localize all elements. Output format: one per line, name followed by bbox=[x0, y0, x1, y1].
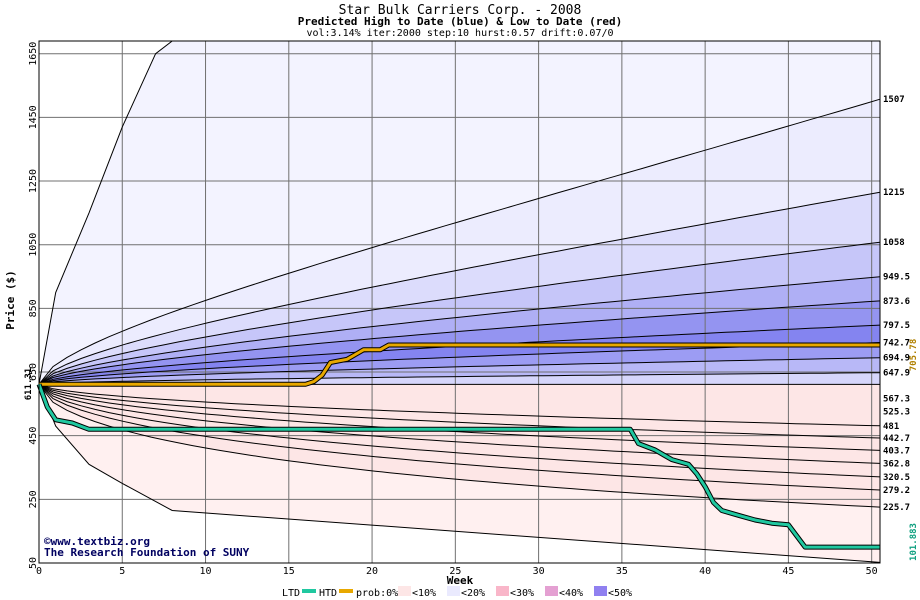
lower-band-line-7 bbox=[38, 383, 881, 478]
upper-band-line-3 bbox=[38, 241, 881, 385]
legend-ltd-label: LTD bbox=[282, 588, 300, 599]
x-tick-label: 45 bbox=[782, 566, 794, 577]
y-tick-labels: 50 250 450 650 850 1050 1250 1450 1650 bbox=[28, 42, 39, 569]
legend-prob-label: prob:0% bbox=[356, 588, 398, 599]
legend-range-4: <40% bbox=[559, 588, 583, 599]
legend-range-1: <10% bbox=[412, 588, 436, 599]
upper-band-line-8 bbox=[38, 357, 881, 385]
chart-title: Star Bulk Carriers Corp. - 2008 bbox=[339, 3, 582, 18]
plot-border bbox=[38, 40, 881, 564]
lower-band-line-3 bbox=[38, 383, 881, 427]
start-price-label: 611.31 bbox=[24, 368, 34, 401]
y-tick-label: 850 bbox=[28, 299, 39, 317]
upper-band-label-1: 1507 bbox=[883, 95, 905, 105]
x-tick-label: 35 bbox=[616, 566, 628, 577]
lower-band-label-7: 320.5 bbox=[883, 473, 910, 483]
x-axis-title: Week bbox=[447, 574, 474, 587]
chart-params: vol:3.14% iter:2000 step:10 hurst:0.57 d… bbox=[306, 28, 613, 39]
upper-band-line-4 bbox=[38, 276, 881, 385]
legend-range-swatch-2 bbox=[447, 586, 460, 596]
x-tick-label: 0 bbox=[36, 566, 42, 577]
series-lines bbox=[36, 342, 880, 550]
legend-range-swatch-1 bbox=[398, 586, 411, 596]
chart-subtitle: Predicted High to Date (blue) & Low to D… bbox=[298, 15, 623, 28]
y-tick-label: 1050 bbox=[28, 233, 39, 257]
legend-range-swatch-5 bbox=[594, 586, 607, 596]
x-tick-label: 50 bbox=[866, 566, 878, 577]
x-tick-label: 30 bbox=[533, 566, 545, 577]
y-tick-label: 1250 bbox=[28, 169, 39, 193]
legend-range-2: <20% bbox=[461, 588, 485, 599]
upper-band-fill-9 bbox=[39, 372, 880, 385]
y-tick-label: 1450 bbox=[28, 105, 39, 129]
upper-band-label-3: 1058 bbox=[883, 238, 905, 248]
credit-foundation: The Research Foundation of SUNY bbox=[44, 546, 250, 559]
ltd-series-line bbox=[37, 383, 880, 549]
upper-band-line-1 bbox=[38, 98, 881, 385]
lower-band-label-1: 567.3 bbox=[883, 394, 910, 404]
legend-range-swatch-3 bbox=[496, 586, 509, 596]
upper-band-label-5: 873.6 bbox=[883, 297, 910, 307]
lower-band-line-6 bbox=[38, 383, 881, 464]
upper-band-line-2 bbox=[38, 191, 881, 385]
x-tick-label: 15 bbox=[283, 566, 295, 577]
upper-band-label-9: 647.9 bbox=[883, 369, 910, 379]
upper-band-label-6: 797.5 bbox=[883, 321, 910, 331]
band-end-labels: 1507 1215 1058 949.5 873.6 797.5 742.7 694.9 647… bbox=[883, 95, 910, 513]
credit-website: ©www.textbiz.org bbox=[44, 535, 150, 548]
x-tick-label: 40 bbox=[699, 566, 711, 577]
lower-band-label-2: 525.3 bbox=[883, 408, 910, 418]
x-tick-labels: 0 5 10 15 20 25 30 35 40 45 50 bbox=[36, 566, 878, 577]
plot-frame bbox=[38, 40, 881, 564]
upper-band-line-9 bbox=[38, 372, 881, 385]
upper-band-label-2: 1215 bbox=[883, 188, 905, 198]
x-tick-label: 10 bbox=[200, 566, 212, 577]
lower-band-fill-9 bbox=[39, 384, 880, 508]
upper-band-label-4: 949.5 bbox=[883, 273, 910, 283]
upper-band-line-5 bbox=[38, 300, 881, 385]
legend-range-swatch-4 bbox=[545, 586, 558, 596]
x-tick-label: 20 bbox=[366, 566, 378, 577]
y-tick-label: 50 bbox=[28, 557, 39, 569]
y-tick-label: 250 bbox=[28, 490, 39, 508]
x-tick-label: 25 bbox=[449, 566, 461, 577]
htd-end-label: 705.78 bbox=[909, 339, 919, 372]
lower-band-label-5: 403.7 bbox=[883, 446, 910, 456]
legend-range-5: <50% bbox=[608, 588, 632, 599]
legend-range-3: <30% bbox=[510, 588, 534, 599]
y-tick-label: 650 bbox=[28, 363, 39, 381]
y-tick-label: 1650 bbox=[28, 42, 39, 66]
legend-ltd-swatch bbox=[302, 589, 316, 593]
lower-band-label-4: 442.7 bbox=[883, 434, 910, 444]
lower-band-label-6: 362.8 bbox=[883, 459, 910, 469]
lower-band-label-9: 225.7 bbox=[883, 503, 910, 513]
lower-band-line-4 bbox=[38, 383, 881, 439]
legend: LTD HTD prob:0% <10% <20% <30% <40% <50% bbox=[282, 586, 632, 599]
lower-band-label-8: 279.2 bbox=[883, 486, 910, 496]
lower-band-line-9 bbox=[38, 383, 881, 508]
lower-band-line-8 bbox=[38, 383, 881, 491]
htd-series-line bbox=[39, 343, 880, 386]
x-tick-label: 5 bbox=[119, 566, 125, 577]
upper-band-label-8: 694.9 bbox=[883, 354, 910, 364]
y-axis-title: Price ($) bbox=[4, 270, 17, 330]
lower-band-label-3: 481 bbox=[883, 422, 899, 432]
legend-htd-label: HTD bbox=[319, 588, 337, 599]
y-tick-label: 450 bbox=[28, 427, 39, 445]
upper-band-label-7: 742.7 bbox=[883, 339, 910, 349]
ltd-end-label: 101.883 bbox=[909, 523, 919, 561]
legend-htd-swatch bbox=[339, 589, 353, 593]
